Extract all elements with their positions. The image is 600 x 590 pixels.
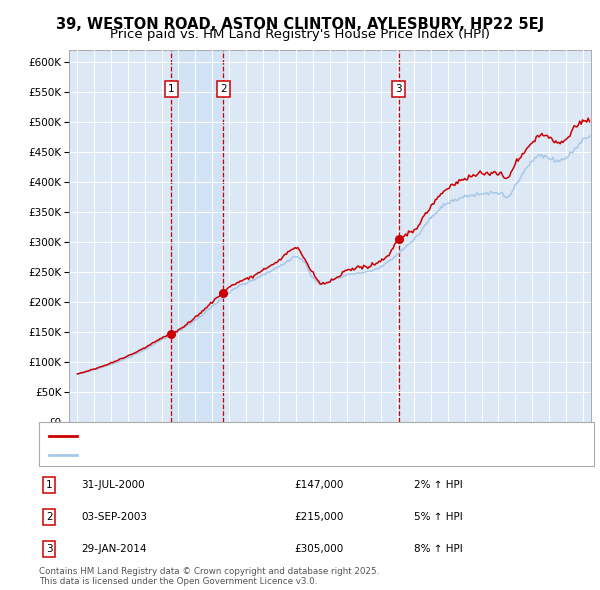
Text: 29-JAN-2014: 29-JAN-2014 xyxy=(81,544,146,554)
Text: Contains HM Land Registry data © Crown copyright and database right 2025.
This d: Contains HM Land Registry data © Crown c… xyxy=(39,566,379,586)
Text: HPI: Average price, semi-detached house, Buckinghamshire: HPI: Average price, semi-detached house,… xyxy=(83,450,382,460)
Text: Price paid vs. HM Land Registry's House Price Index (HPI): Price paid vs. HM Land Registry's House … xyxy=(110,28,490,41)
Text: £215,000: £215,000 xyxy=(294,512,343,522)
Text: 31-JUL-2000: 31-JUL-2000 xyxy=(81,480,145,490)
Text: 03-SEP-2003: 03-SEP-2003 xyxy=(81,512,147,522)
Text: 2: 2 xyxy=(220,84,227,94)
Text: 2: 2 xyxy=(46,512,53,522)
Text: 3: 3 xyxy=(46,544,53,554)
Text: 3: 3 xyxy=(395,84,402,94)
Text: £147,000: £147,000 xyxy=(294,480,343,490)
Text: £305,000: £305,000 xyxy=(294,544,343,554)
Text: 2% ↑ HPI: 2% ↑ HPI xyxy=(414,480,463,490)
Text: 5% ↑ HPI: 5% ↑ HPI xyxy=(414,512,463,522)
Text: 39, WESTON ROAD, ASTON CLINTON, AYLESBURY, HP22 5EJ: 39, WESTON ROAD, ASTON CLINTON, AYLESBUR… xyxy=(56,17,544,31)
Text: 1: 1 xyxy=(168,84,175,94)
Text: 8% ↑ HPI: 8% ↑ HPI xyxy=(414,544,463,554)
Text: 1: 1 xyxy=(46,480,53,490)
Text: 39, WESTON ROAD, ASTON CLINTON, AYLESBURY, HP22 5EJ (semi-detached house): 39, WESTON ROAD, ASTON CLINTON, AYLESBUR… xyxy=(83,431,498,441)
Bar xyxy=(172,50,223,422)
